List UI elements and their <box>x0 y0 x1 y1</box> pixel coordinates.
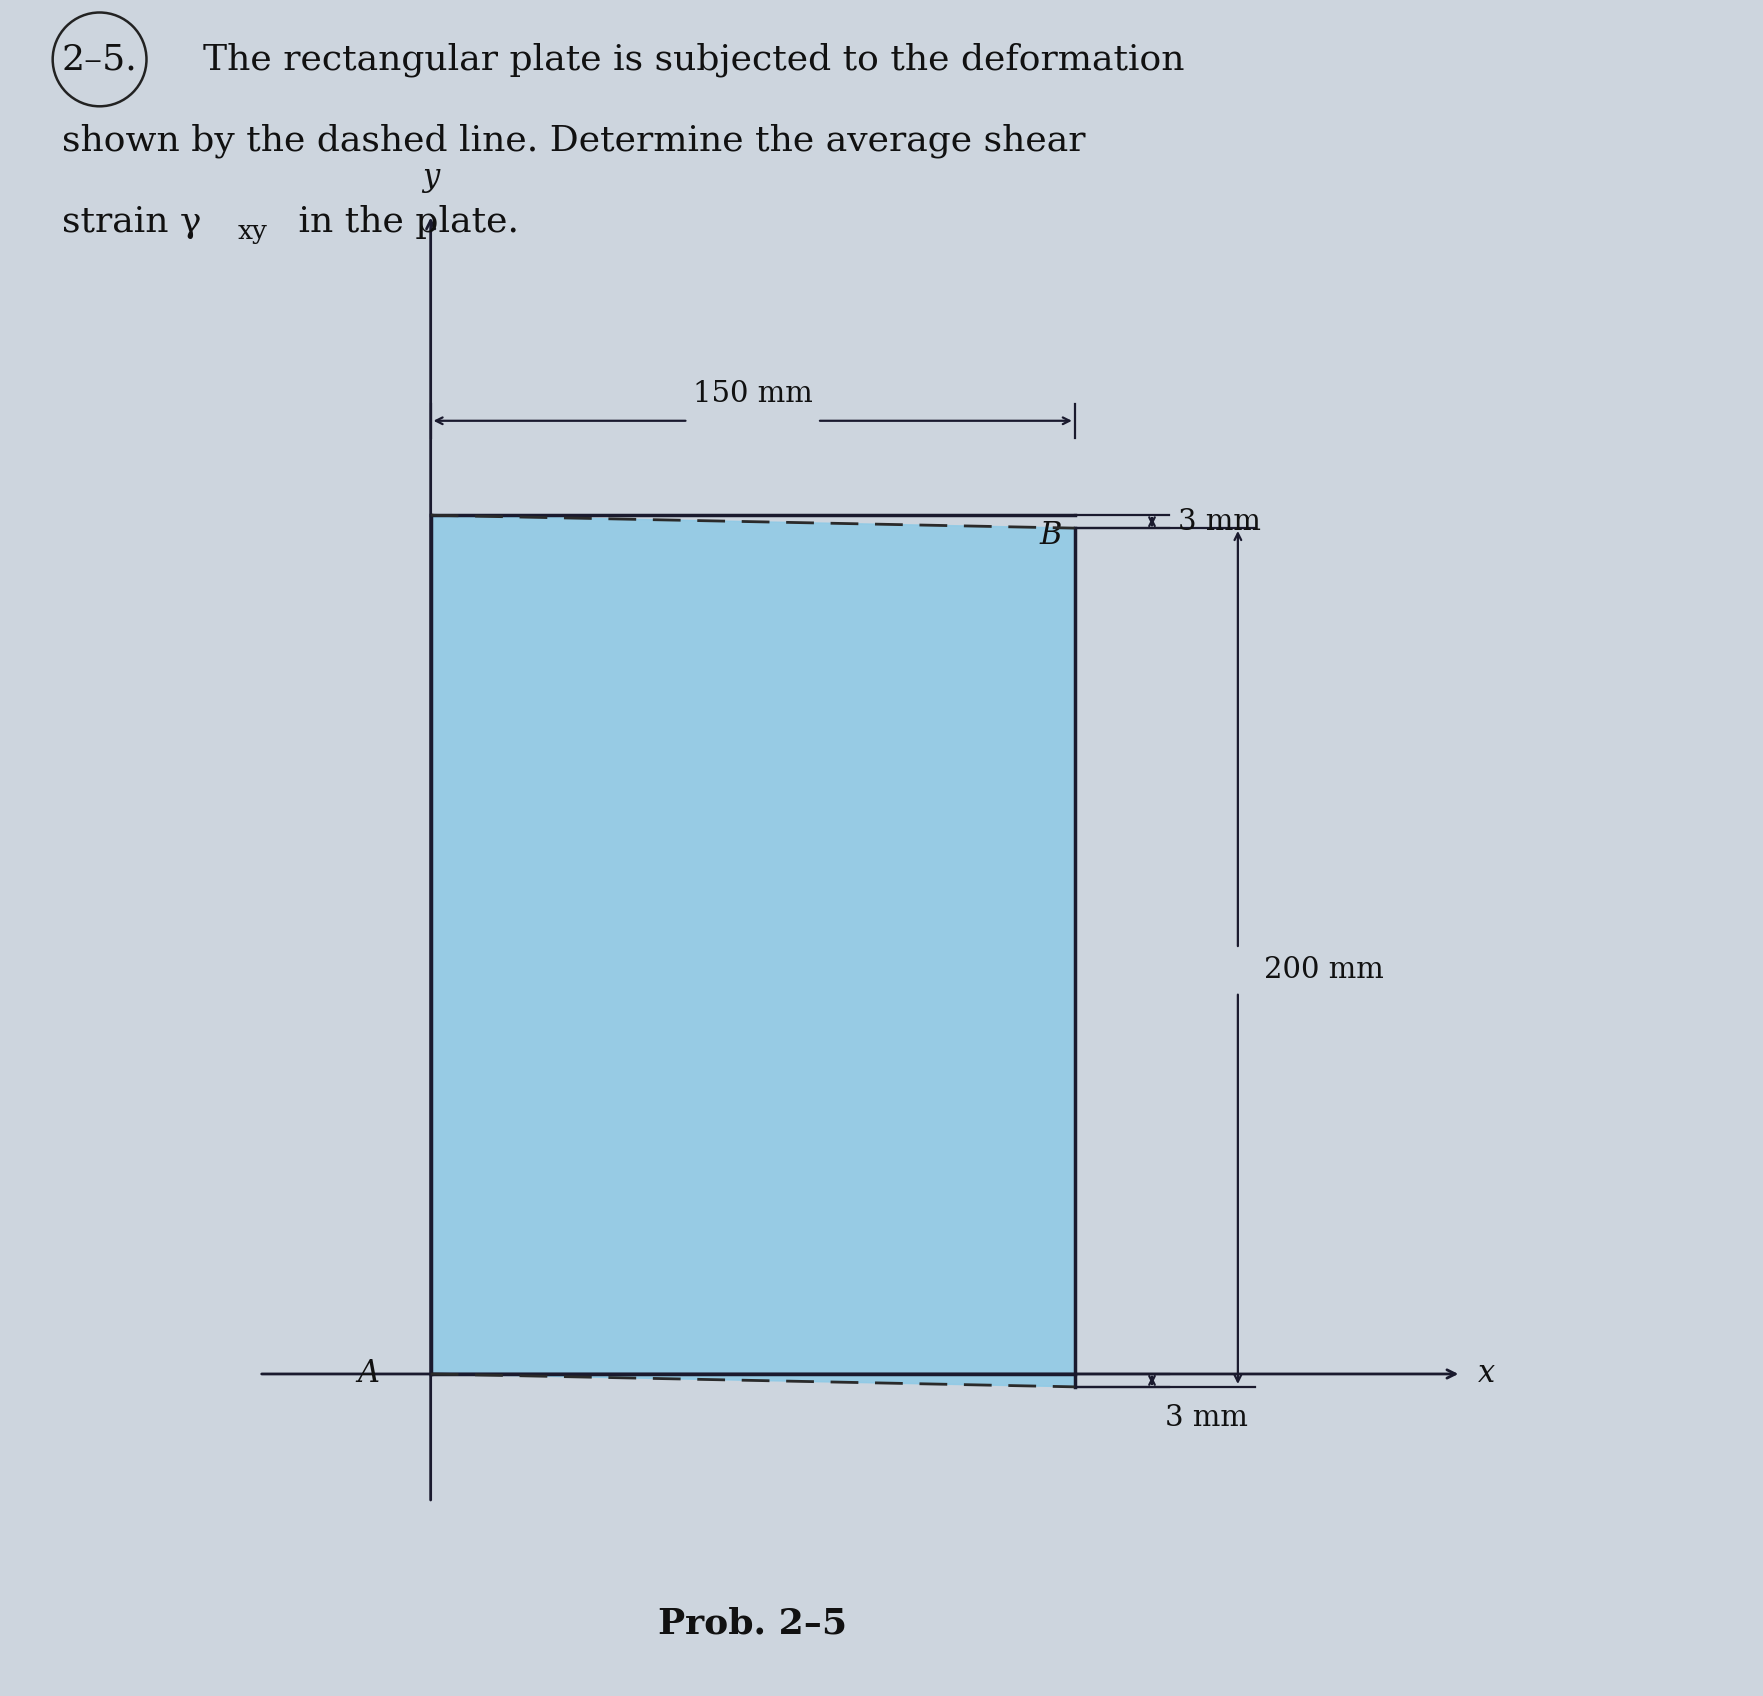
Text: 150 mm: 150 mm <box>693 380 813 409</box>
Text: B: B <box>1040 519 1061 551</box>
Text: x: x <box>1479 1358 1495 1389</box>
Text: xy: xy <box>238 219 268 244</box>
Text: A: A <box>358 1358 379 1389</box>
Polygon shape <box>430 516 1075 1387</box>
Text: strain γ: strain γ <box>62 205 201 239</box>
Text: 3 mm: 3 mm <box>1165 1404 1248 1431</box>
Text: 3 mm: 3 mm <box>1178 507 1261 536</box>
Text: y: y <box>421 163 439 193</box>
Text: 2–5.: 2–5. <box>62 42 138 76</box>
Text: The rectangular plate is subjected to the deformation: The rectangular plate is subjected to th… <box>203 42 1185 76</box>
Text: shown by the dashed line. Determine the average shear: shown by the dashed line. Determine the … <box>62 124 1086 158</box>
Text: 200 mm: 200 mm <box>1264 957 1384 984</box>
Text: in the plate.: in the plate. <box>287 205 520 239</box>
Text: Prob. 2–5: Prob. 2–5 <box>658 1606 848 1640</box>
